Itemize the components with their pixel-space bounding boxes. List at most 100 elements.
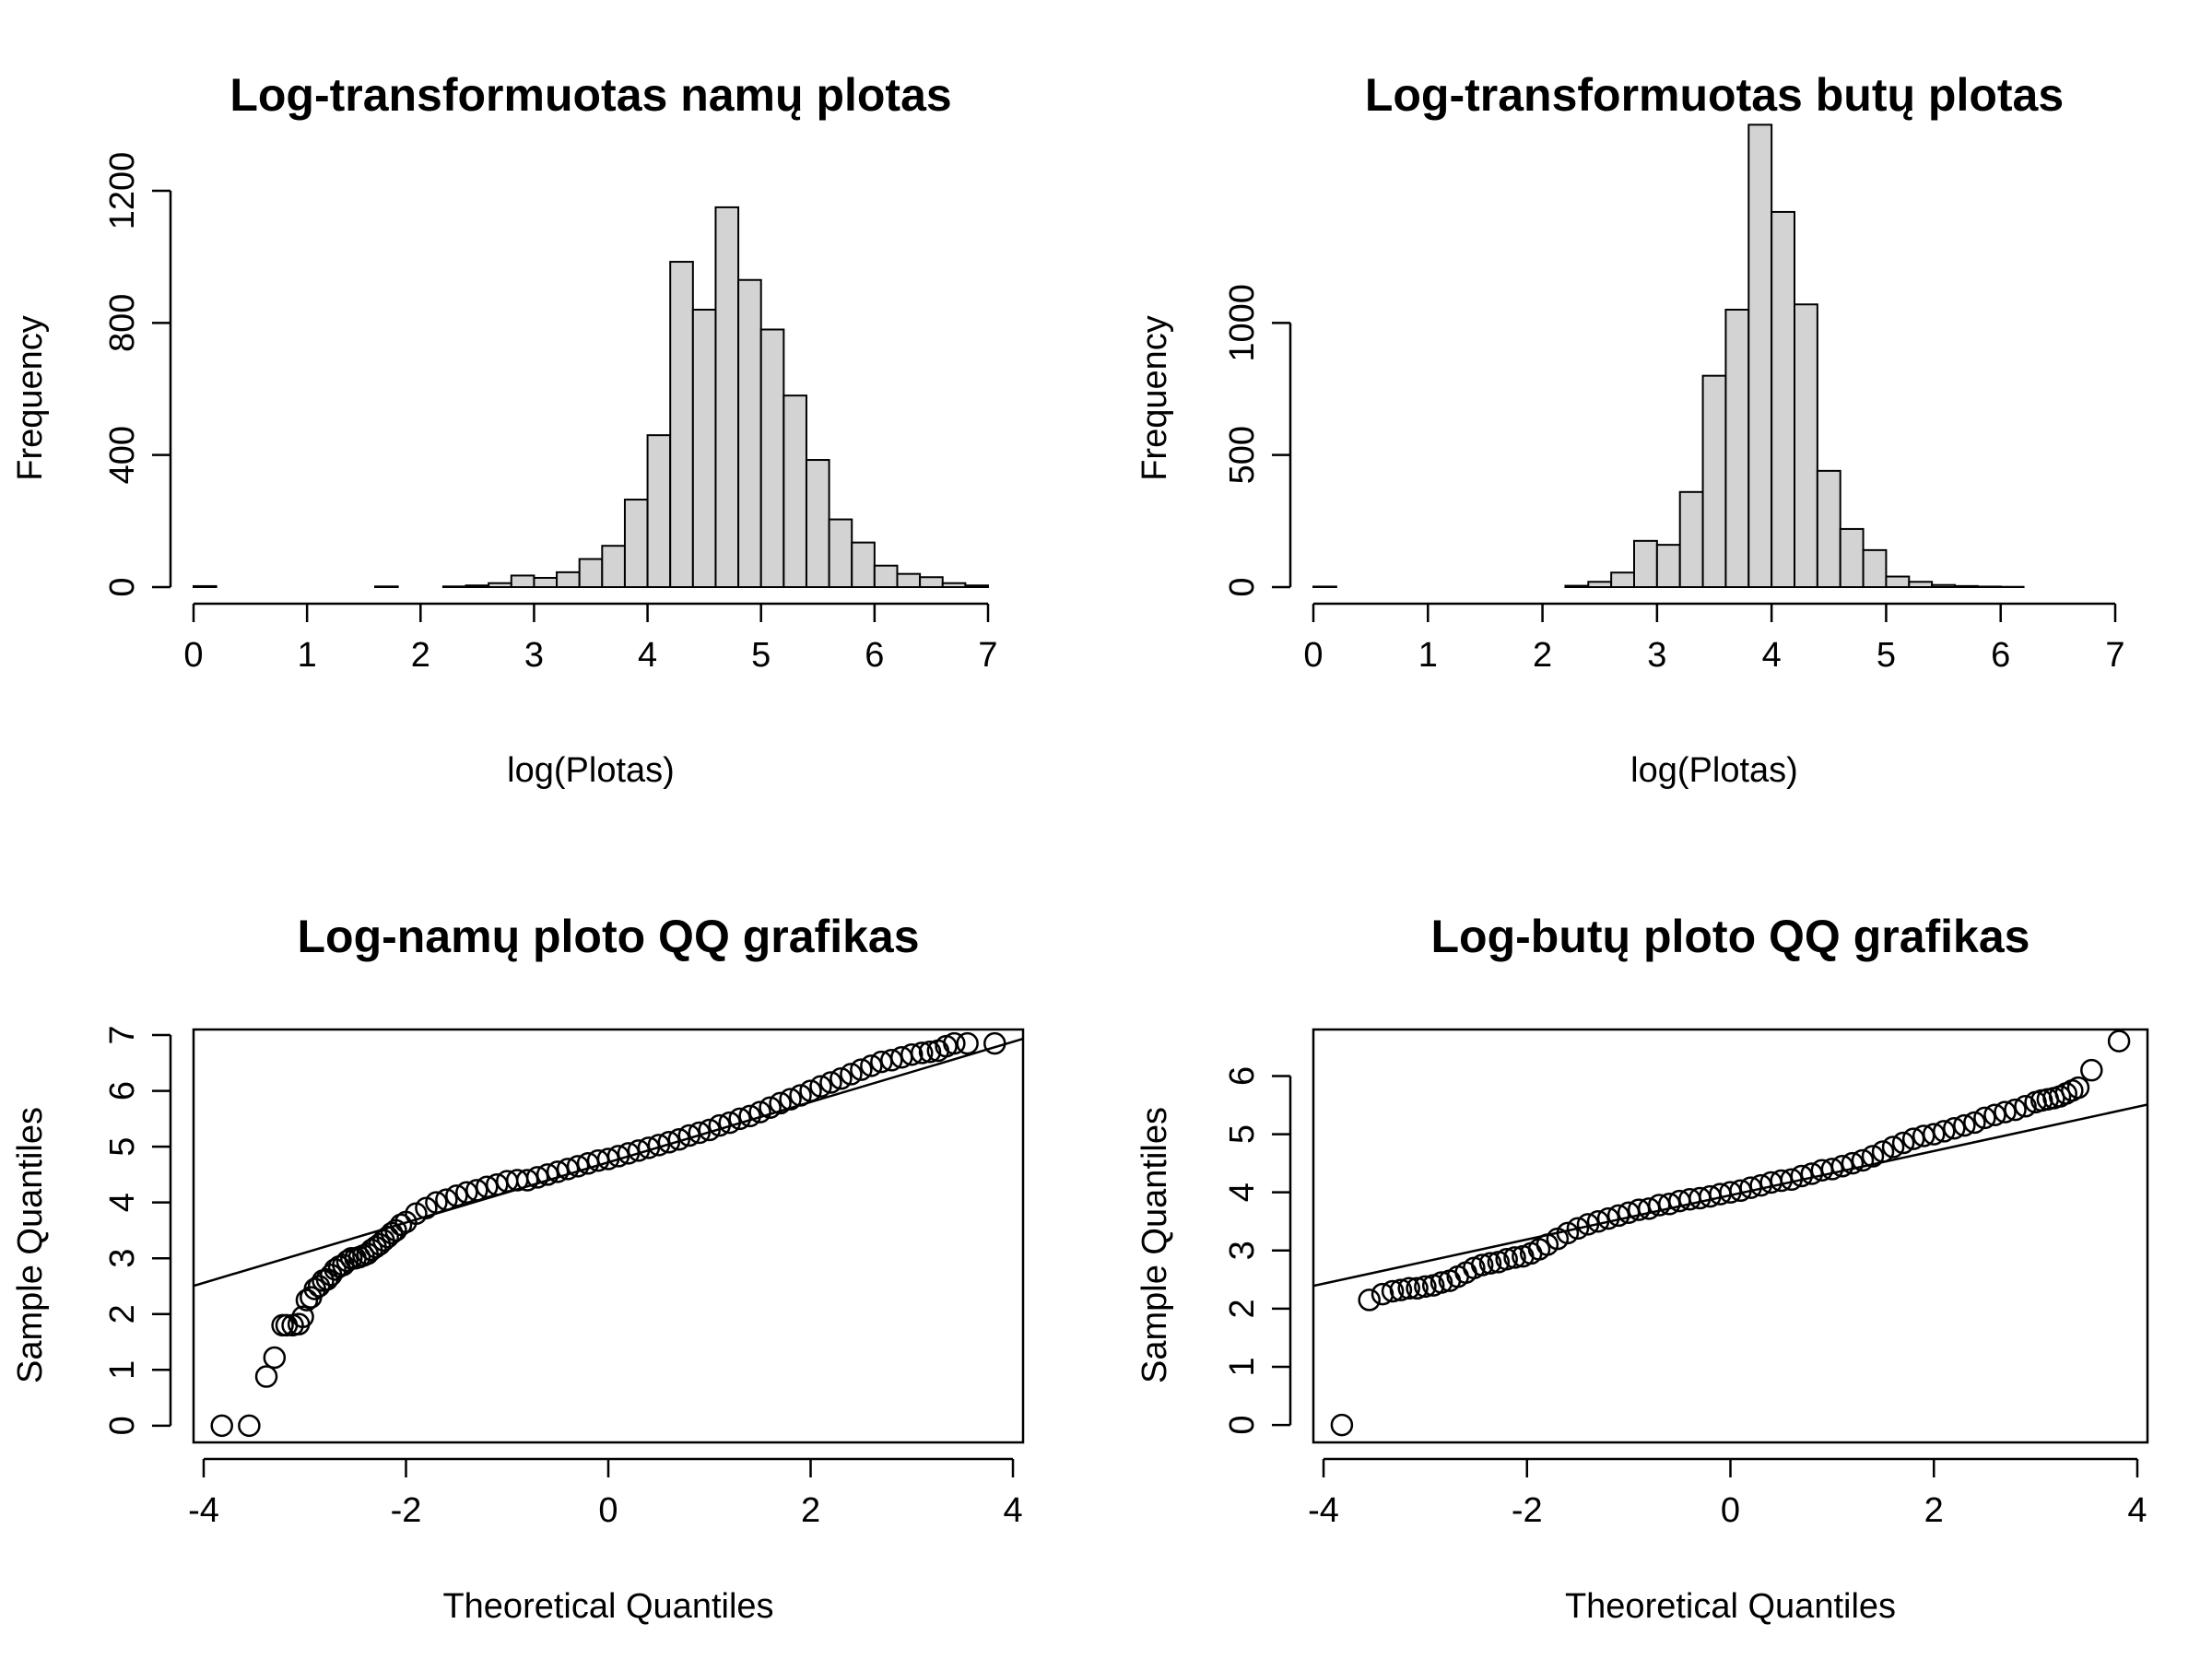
histogram-bar [193, 584, 218, 588]
histogram-bar [465, 584, 490, 588]
qq-point [918, 1040, 942, 1064]
x-tick-label: 4 [2127, 1491, 2147, 1530]
qq-point [2107, 1030, 2131, 1053]
histogram-bar [759, 328, 785, 588]
y-tick-label: 0 [1223, 577, 1262, 596]
x-tick-label: 2 [411, 636, 430, 675]
qq-point [455, 1181, 478, 1205]
qq-point [376, 1225, 399, 1249]
qq-point [759, 1096, 782, 1120]
qq-point [1566, 1217, 1590, 1241]
y-axis-label: Sample Quantiles [1135, 1107, 1174, 1383]
histogram-bar [805, 459, 830, 588]
x-axis-label: log(Plotas) [507, 751, 675, 790]
panel-2: Log-transformuotas butų plotas log(Plotas… [1135, 69, 2125, 790]
qq-point [1414, 1275, 1437, 1299]
qq-point [647, 1134, 671, 1157]
qq-point [617, 1142, 641, 1165]
qq-point [1891, 1131, 1915, 1155]
qq-point [688, 1121, 712, 1145]
histogram-bar [374, 585, 399, 588]
histogram-bar [1610, 571, 1635, 589]
qq-point [515, 1169, 539, 1192]
histogram-bar [873, 564, 899, 588]
qq-point [698, 1118, 722, 1142]
qq-point [1495, 1247, 1518, 1271]
histogram-bar [1771, 210, 1795, 589]
y-tick-label: 2 [1223, 1299, 1262, 1318]
bars [1312, 124, 2025, 589]
x-axis-label: Theoretical Quantiles [442, 1587, 773, 1626]
qq-points [1330, 1030, 2131, 1437]
histogram-bar [919, 576, 944, 588]
qq-point [799, 1079, 822, 1102]
qq-point [435, 1188, 458, 1211]
bars [193, 206, 990, 589]
x-tick-label: 6 [1991, 636, 2010, 675]
y-axis-label: Frequency [11, 315, 50, 481]
x-tick-label: 7 [978, 636, 997, 675]
x-tick-label: 4 [1003, 1491, 1022, 1530]
qq-point [2004, 1098, 2027, 1122]
histogram-bar [737, 278, 762, 588]
qq-point [525, 1166, 549, 1189]
histogram-bar [828, 518, 853, 589]
x-tick-label: -2 [1512, 1491, 1543, 1530]
qq-point [819, 1071, 842, 1094]
qq-point [860, 1054, 883, 1077]
plot-frame [1312, 1028, 2149, 1444]
qq-point [728, 1107, 751, 1131]
histogram-bar [556, 571, 581, 588]
qq-point [1406, 1277, 1429, 1300]
histogram-bar [691, 309, 717, 588]
qq-point [546, 1160, 570, 1183]
x-tick-label: 5 [1877, 636, 1896, 675]
qq-point [789, 1084, 812, 1107]
histogram-bar [1954, 584, 1979, 588]
histogram-bar [1701, 374, 1727, 588]
qq-point [1820, 1158, 1844, 1181]
y-tick-label: 1 [1223, 1357, 1262, 1376]
qq-point [465, 1179, 488, 1202]
qq-point [1430, 1271, 1453, 1294]
histogram-bar [1724, 309, 1750, 588]
qq-point [2080, 1058, 2103, 1082]
qq-point [606, 1145, 630, 1168]
qq-point [943, 1031, 966, 1055]
x-tick-label: 6 [865, 636, 884, 675]
x-tick-label: 0 [598, 1491, 618, 1530]
histogram-bar [964, 584, 990, 588]
x-tick-label: 2 [1924, 1491, 1944, 1530]
x-tick-label: 2 [801, 1491, 820, 1530]
histogram-bar [896, 572, 922, 589]
qq-point [254, 1365, 278, 1388]
qq-point [1606, 1204, 1630, 1228]
y-tick-label: 3 [1223, 1241, 1262, 1260]
qq-point [627, 1139, 651, 1162]
histogram-bar [441, 585, 467, 588]
qq-points [210, 1031, 1006, 1438]
x-tick-label: -4 [188, 1491, 219, 1530]
qq-point [637, 1136, 661, 1159]
x-tick-label: 7 [2105, 636, 2124, 675]
histogram-bar [623, 499, 649, 589]
qq-point [535, 1163, 559, 1186]
qq-point [667, 1128, 691, 1151]
chart-title: Log-namų ploto QQ grafikas [297, 911, 919, 962]
qq-point [840, 1063, 863, 1086]
x-tick-label: 2 [1533, 636, 1552, 675]
qq-point [1881, 1135, 1905, 1159]
histogram-bar [533, 576, 559, 589]
qq-point [1943, 1117, 1966, 1140]
qq-point [1994, 1100, 2017, 1124]
histogram-bar [1564, 584, 1590, 588]
histogram-bar [714, 206, 740, 589]
x-tick-label: 5 [751, 636, 771, 675]
qq-point [880, 1049, 903, 1072]
qq-point [748, 1100, 771, 1124]
qq-point [1953, 1113, 1976, 1137]
histogram-bar [1885, 575, 1911, 588]
qq-point [2014, 1095, 2037, 1118]
qq-point [1576, 1213, 1600, 1236]
y-tick-label: 6 [103, 1081, 142, 1100]
